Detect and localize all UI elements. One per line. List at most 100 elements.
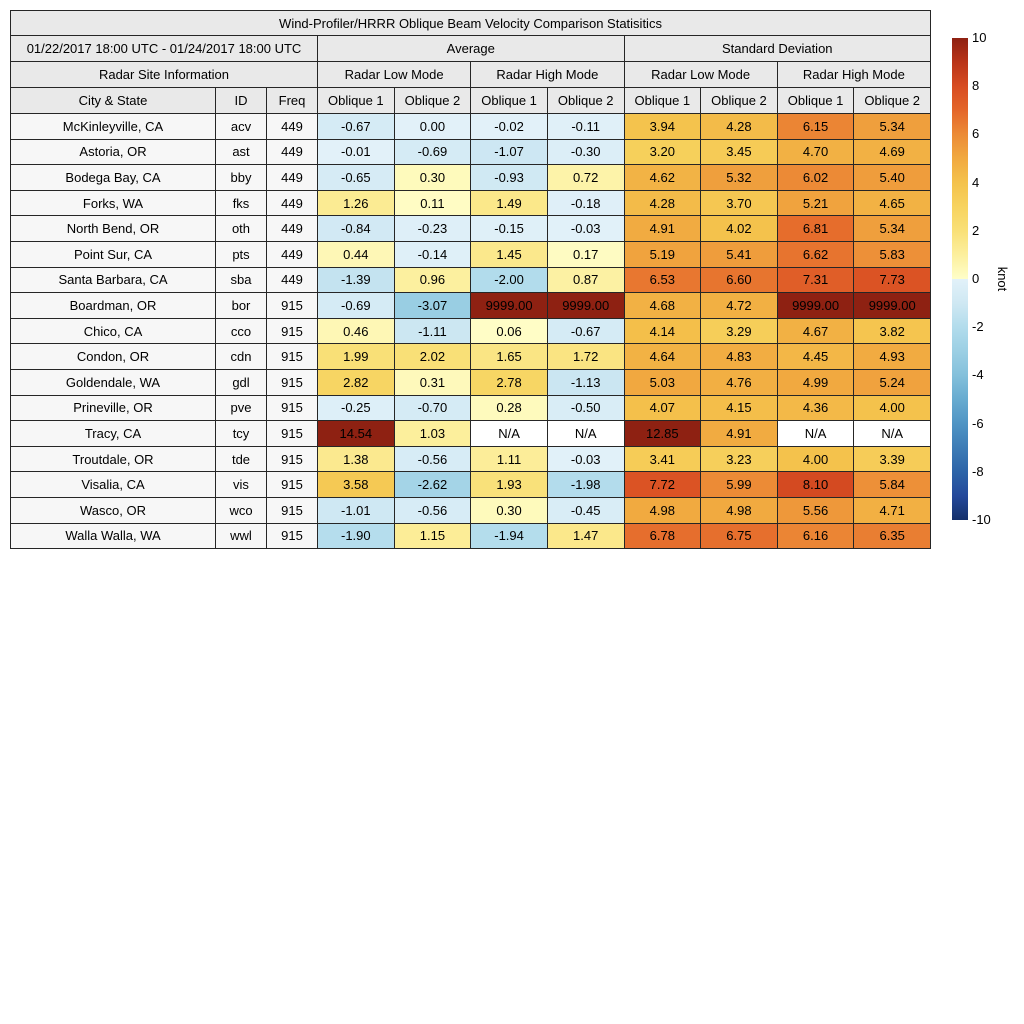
colorbar-tick-label: -6: [972, 415, 984, 431]
id-cell: pts: [215, 240, 267, 268]
city-cell: Goldendale, WA: [10, 368, 216, 396]
value-cell: 1.38: [317, 445, 395, 473]
value-cell: -0.03: [546, 445, 625, 473]
value-cell: 4.99: [776, 368, 855, 396]
value-cell: 6.53: [623, 266, 702, 294]
value-cell: 4.36: [776, 394, 855, 422]
value-cell: 5.19: [623, 240, 702, 268]
table-row: Wasco, OR wco 915 -1.01 -0.56 0.30 -0.45 4.98 4.…: [10, 496, 931, 524]
colorbar-tick-label: -2: [972, 319, 984, 335]
value-cell: 6.81: [776, 215, 855, 242]
value-cell: 1.65: [470, 343, 548, 370]
value-cell: 1.47: [546, 522, 625, 550]
value-cell: 3.39: [853, 445, 931, 473]
value-cell: 4.00: [776, 445, 855, 473]
freq-cell: 449: [266, 113, 318, 140]
value-cell: -1.13: [546, 368, 625, 396]
value-cell: 4.91: [623, 215, 702, 242]
value-cell: 6.75: [700, 522, 778, 550]
value-cell: 12.85: [623, 420, 702, 447]
std-radar-high-mode-header: Radar High Mode: [776, 61, 932, 88]
value-cell: -1.98: [546, 471, 625, 498]
value-cell: 8.10: [776, 471, 855, 498]
id-cell: bor: [215, 292, 267, 319]
colorbar-unit-label: knot: [995, 266, 1010, 292]
colorbar-tick-label: 8: [972, 78, 980, 94]
value-cell: -1.11: [393, 317, 472, 345]
id-cell: vis: [215, 471, 267, 498]
value-cell: 0.17: [546, 240, 625, 268]
value-cell: 1.72: [546, 343, 625, 370]
value-cell: 5.84: [853, 471, 931, 498]
id-cell: gdl: [215, 368, 267, 396]
freq-cell: 915: [266, 522, 318, 550]
city-cell: Bodega Bay, CA: [10, 164, 216, 191]
freq-cell: 915: [266, 317, 318, 345]
value-cell: N/A: [776, 420, 855, 447]
value-cell: 5.34: [853, 215, 931, 242]
value-cell: 0.30: [393, 164, 472, 191]
table-row: Prineville, OR pve 915 -0.25 -0.70 0.28 -0.50 4…: [10, 394, 931, 422]
value-cell: 4.64: [623, 343, 702, 370]
std-low-oblique1-header: Oblique 1: [623, 87, 702, 114]
value-cell: 4.15: [700, 394, 778, 422]
table-row: Chico, CA cco 915 0.46 -1.11 0.06 -0.67 4.14 3.2…: [10, 317, 931, 345]
table-row: Forks, WA fks 449 1.26 0.11 1.49 -0.18 4.28 3.70…: [10, 189, 931, 217]
value-cell: N/A: [853, 420, 931, 447]
table-row: Santa Barbara, CA sba 449 -1.39 0.96 -2.00 0.8…: [10, 266, 931, 294]
table-row: McKinleyville, CA acv 449 -0.67 0.00 -0.02 -0.…: [10, 113, 931, 140]
id-cell: tde: [215, 445, 267, 473]
id-cell: cco: [215, 317, 267, 345]
city-cell: Walla Walla, WA: [10, 522, 216, 550]
freq-cell: 449: [266, 240, 318, 268]
city-cell: Point Sur, CA: [10, 240, 216, 268]
city-cell: Wasco, OR: [10, 496, 216, 524]
value-cell: -0.69: [317, 292, 395, 319]
value-cell: 6.02: [776, 164, 855, 191]
freq-cell: 915: [266, 394, 318, 422]
value-cell: -0.67: [317, 113, 395, 140]
id-cell: ast: [215, 138, 267, 166]
value-cell: 3.23: [700, 445, 778, 473]
figure-title: Wind-Profiler/HRRR Oblique Beam Velocity…: [10, 10, 931, 36]
value-cell: 4.98: [700, 496, 778, 524]
value-cell: 5.03: [623, 368, 702, 396]
value-cell: 5.56: [776, 496, 855, 524]
value-cell: -0.70: [393, 394, 472, 422]
freq-column-header: Freq: [266, 87, 318, 114]
value-cell: 5.24: [853, 368, 931, 396]
stats-table: Wind-Profiler/HRRR Oblique Beam Velocity…: [10, 10, 932, 550]
freq-cell: 915: [266, 292, 318, 319]
value-cell: -0.93: [470, 164, 548, 191]
avg-low-oblique2-header: Oblique 2: [393, 87, 472, 114]
city-cell: Troutdale, OR: [10, 445, 216, 473]
value-cell: 3.29: [700, 317, 778, 345]
std-high-oblique2-header: Oblique 2: [853, 87, 931, 114]
freq-cell: 915: [266, 368, 318, 396]
id-cell: wwl: [215, 522, 267, 550]
avg-high-oblique2-header: Oblique 2: [546, 87, 625, 114]
value-cell: -0.45: [546, 496, 625, 524]
value-cell: 3.41: [623, 445, 702, 473]
value-cell: 0.72: [546, 164, 625, 191]
value-cell: -0.56: [393, 496, 472, 524]
value-cell: -0.23: [393, 215, 472, 242]
value-cell: 9999.00: [470, 292, 548, 319]
value-cell: 3.58: [317, 471, 395, 498]
avg-high-oblique1-header: Oblique 1: [470, 87, 548, 114]
value-cell: 4.93: [853, 343, 931, 370]
value-cell: 3.20: [623, 138, 702, 166]
value-cell: 4.83: [700, 343, 778, 370]
value-cell: -0.01: [317, 138, 395, 166]
colorbar-tick-label: 6: [972, 126, 980, 142]
value-cell: 4.45: [776, 343, 855, 370]
value-cell: 1.99: [317, 343, 395, 370]
city-cell: Visalia, CA: [10, 471, 216, 498]
value-cell: 3.82: [853, 317, 931, 345]
city-state-column-header: City & State: [10, 87, 216, 114]
city-cell: Prineville, OR: [10, 394, 216, 422]
std-low-oblique2-header: Oblique 2: [700, 87, 778, 114]
id-column-header: ID: [215, 87, 267, 114]
freq-cell: 915: [266, 496, 318, 524]
